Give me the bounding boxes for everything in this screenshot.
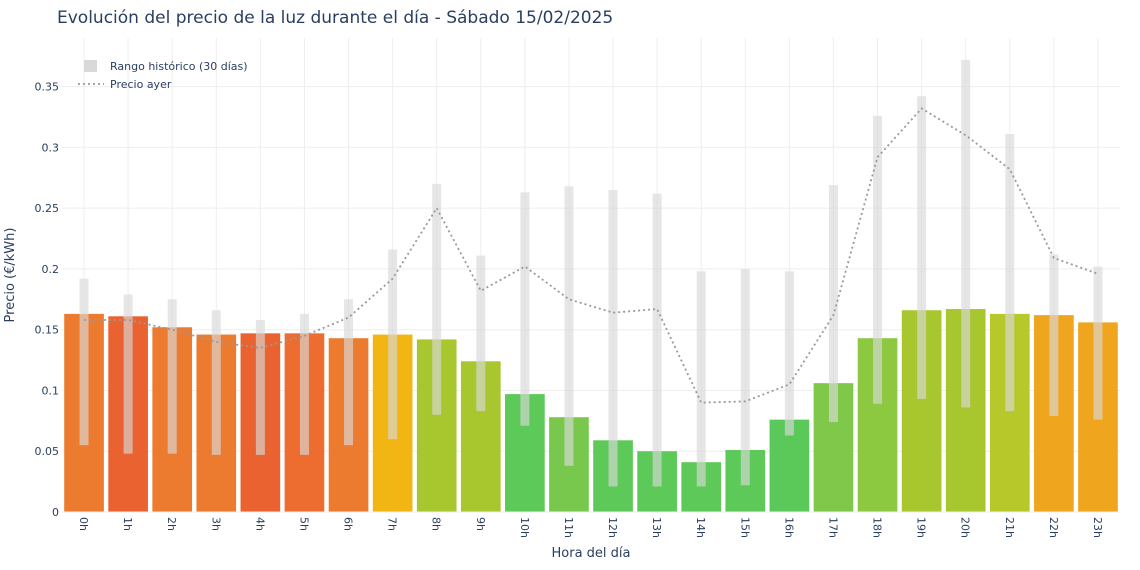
historical-range-bar [873, 115, 883, 404]
x-tick-label: 22h [1047, 517, 1060, 538]
legend: Rango histórico (30 días) Precio ayer [78, 60, 248, 91]
x-tick-label: 7h [386, 517, 399, 531]
historical-range-bar [432, 183, 442, 415]
yesterday-price-line [84, 107, 1099, 404]
historical-range-bar [344, 299, 354, 446]
x-axis-title: Hora del día [552, 546, 631, 561]
historical-range-bar [79, 278, 89, 446]
historical-range-bar [299, 313, 309, 455]
y-tick-label: 0.25 [35, 202, 60, 215]
historical-range-bar [1049, 254, 1059, 416]
historical-range-bar [564, 186, 574, 466]
historical-range-bar [608, 189, 618, 487]
historical-range-bar [255, 319, 265, 455]
historical-range-bar [1093, 266, 1103, 420]
y-tick-label: 0.05 [35, 445, 60, 458]
y-tick-label: 0.1 [42, 384, 60, 397]
y-tick-label: 0.2 [42, 263, 60, 276]
x-tick-label: 15h [738, 517, 751, 538]
x-tick-label: 21h [1003, 517, 1016, 538]
y-tick-label: 0.3 [42, 141, 60, 154]
x-tick-label: 23h [1091, 517, 1104, 538]
y-tick-label: 0 [52, 506, 59, 519]
x-tick-label: 1h [121, 517, 134, 531]
x-tick-label: 6h [342, 517, 355, 531]
historical-range-bar [476, 255, 486, 412]
historical-range-bar [167, 299, 177, 454]
x-tick-label: 18h [871, 517, 884, 538]
historical-range-bar [520, 192, 530, 426]
x-tick-label: 16h [782, 517, 795, 538]
x-tick-label: 11h [562, 517, 575, 538]
x-tick-label: 12h [606, 517, 619, 538]
historical-range-bar [388, 249, 398, 440]
historical-range-bar [784, 271, 794, 436]
historical-range-bar [211, 310, 221, 455]
x-tick-label: 9h [474, 517, 487, 531]
historical-range-bar [123, 294, 133, 454]
historical-range-bar [961, 59, 971, 408]
x-tick-label: 17h [826, 517, 839, 538]
x-tick-label: 8h [430, 517, 443, 531]
y-tick-label: 0.15 [35, 324, 60, 337]
historical-range-bar [740, 268, 750, 486]
x-tick-label: 20h [959, 517, 972, 538]
y-tick-label: 0.35 [35, 81, 60, 94]
legend-line-label: Precio ayer [110, 78, 172, 91]
historical-range-bar [917, 96, 927, 399]
x-tick-label: 5h [297, 517, 310, 531]
x-tick-label: 19h [915, 517, 928, 538]
x-tick-label: 2h [165, 517, 178, 531]
historical-range-bar [828, 185, 838, 423]
x-tick-label: 0h [77, 517, 90, 531]
historical-range-bar [652, 193, 662, 487]
x-tick-label: 3h [209, 517, 222, 531]
x-tick-label: 4h [253, 517, 266, 531]
historical-range-bar [696, 271, 706, 487]
x-tick-label: 10h [518, 517, 531, 538]
historical-range-bar [1005, 134, 1015, 412]
legend-range-label: Rango histórico (30 días) [110, 60, 248, 73]
x-tick-label: 14h [694, 517, 707, 538]
y-axis-title: Precio (€/kWh) [3, 228, 18, 323]
chart-title: Evolución del precio de la luz durante e… [57, 8, 614, 28]
legend-range-swatch [84, 60, 97, 72]
x-tick-label: 13h [650, 517, 663, 538]
